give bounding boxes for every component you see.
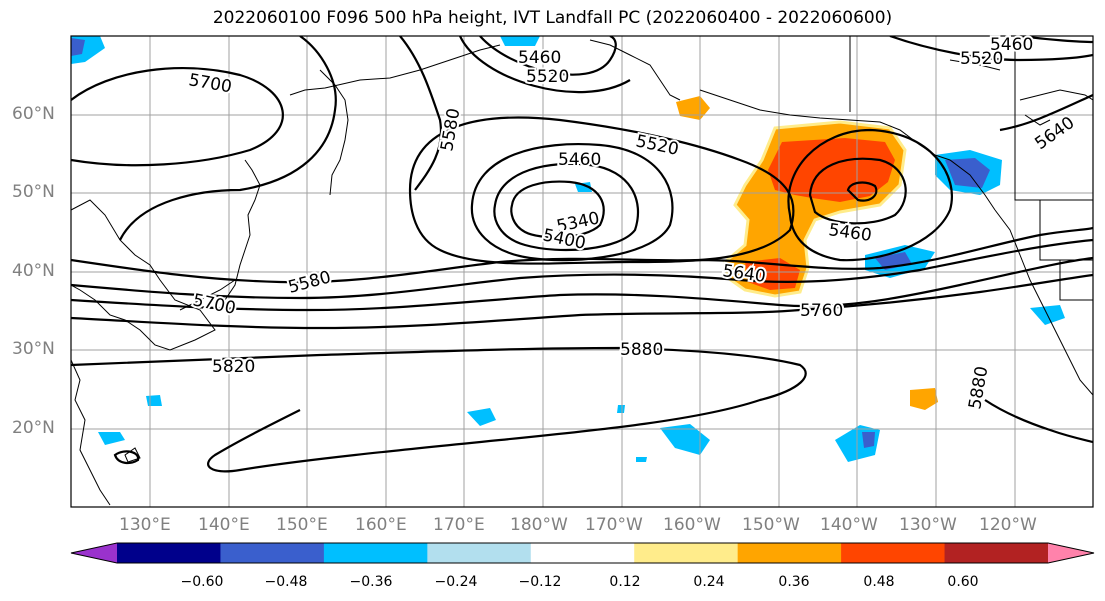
colorbar-segment [634,543,739,563]
ivt-negative-s4 [98,432,125,445]
lon-label: 150°E [276,515,328,535]
colorbar-segment [117,543,221,563]
lon-label: 160°E [355,515,407,535]
lat-label: 40°N [12,261,55,281]
lon-label: 140°W [820,515,878,535]
lat-label: 30°N [12,339,55,359]
colorbar-tick-label: −0.60 [180,574,224,590]
colorbar-tick-label: −0.24 [434,574,478,590]
ivt-negative-s3 [467,408,496,426]
colorbar-segment [737,543,842,563]
colorbar-tick-label: 0.60 [947,574,979,590]
contour-label: 5700 [191,290,237,319]
colorbar-segment [323,543,428,563]
contour-label: 5700 [187,70,233,97]
colorbar-extend-high [1048,543,1094,563]
colorbar-tick-label: −0.36 [349,574,393,590]
colorbar-tick-label: −0.12 [518,574,562,590]
ivt-negative-s1-core [862,432,875,448]
ivt-positive-small-2 [910,388,938,410]
ivt-negative-small-d [636,457,647,462]
lon-label: 140°E [198,515,250,535]
colorbar-segment [220,543,325,563]
contour-label: 5520 [960,49,1003,69]
map-title: 2022060100 F096 500 hPa height, IVT Land… [212,8,893,28]
lat-label: 50°N [12,182,55,202]
ivt-negative-top [500,36,540,46]
lat-label: 20°N [12,418,55,438]
lon-label: 150°W [742,515,800,535]
contour-label: 5460 [518,48,561,68]
lon-label: 130°E [119,515,171,535]
contour-label: 5640 [721,261,767,287]
colorbar-tick-label: 0.24 [693,574,725,590]
colorbar-tick-label: 0.48 [863,574,895,590]
ivt-positive-region-yellow-edge [723,120,907,298]
contour-label: 5460 [990,35,1033,55]
contour-label: 5460 [558,150,601,170]
graticule [71,36,1093,507]
ivt-positive-small-1 [676,96,710,120]
contour-label: 5880 [620,340,663,360]
contour-labels: 5460 5520 5460 5520 5700 5580 5460 5520 … [185,33,1080,413]
coastlines [71,36,1093,506]
ivt-positive-region-red [768,138,895,202]
colorbar-tick-label: −0.48 [264,574,308,590]
ivt-negative-small-c [617,405,625,413]
colorbar-segment [841,543,946,563]
lon-label: 130°W [899,515,957,535]
lon-label: 160°W [663,515,721,535]
plot-frame [70,35,1094,508]
colorbar-segment [530,543,635,563]
contour-label: 5760 [800,301,843,321]
colorbar-segment [427,543,532,563]
colorbar-tick-label: 0.36 [778,574,810,590]
colorbar-extend-low [71,543,117,563]
lat-label: 60°N [12,104,55,124]
colorbar-tick-label: 0.12 [609,574,641,590]
contour-label: 5880 [965,365,992,411]
lon-label: 170°W [585,515,643,535]
ivt-negative-s2 [660,424,710,455]
ivt-negative-topleft-core [71,38,85,56]
ivt-negative-s5 [146,395,162,406]
colorbar-outline [70,542,1095,564]
lon-label: 170°E [433,515,485,535]
lon-label: 180°W [510,515,568,535]
colorbar-segment [944,543,1049,563]
contour-label: 5580 [437,107,464,153]
colorbar [70,542,1095,564]
lon-label: 120°W [979,515,1037,535]
height-contours [71,36,1093,473]
contour-label: 5820 [212,357,255,377]
contour-label: 5520 [526,67,569,87]
